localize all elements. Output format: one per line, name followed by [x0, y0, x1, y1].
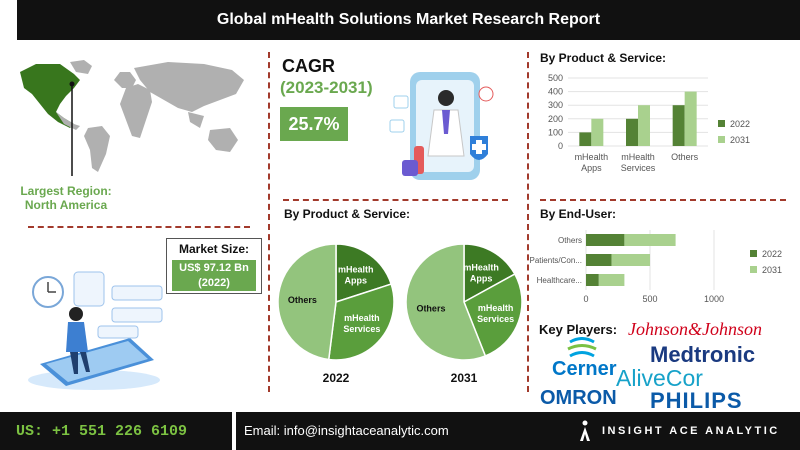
bar-chart-product-service: 0100200300400500mHealthAppsmHealthServic…: [548, 73, 750, 173]
cagr-value: 25.7%: [288, 113, 340, 134]
footer-brand: INSIGHT ACE ANALYTIC: [602, 425, 780, 437]
legend-label: 2031: [762, 265, 782, 275]
bar-2031: [591, 118, 604, 146]
logo-cerner: Cerner: [552, 358, 617, 380]
market-size-year: (2022): [198, 277, 230, 289]
y-tick-label: 400: [548, 87, 563, 97]
bar-2031: [638, 105, 650, 146]
cagr-value-box: 25.7%: [280, 107, 348, 141]
bar-chart-enduser-title: By End-User:: [540, 207, 617, 221]
y-tick-label: 200: [548, 114, 563, 124]
doctor-phone-illustration: [389, 72, 494, 180]
pie-slice-label: Apps: [345, 275, 368, 285]
pie-slice: [327, 283, 395, 361]
pie-slice-label: Apps: [470, 274, 493, 284]
divider-cagr: [283, 199, 508, 201]
legend-swatch-2031: [750, 266, 757, 273]
x-tick-label: Others: [671, 152, 699, 162]
legend-label: 2031: [730, 135, 750, 145]
x-tick-label: Services: [621, 163, 656, 173]
bar-chart-end-user: 0 500 1000 Others Patients/Con... Healthcare.…: [530, 230, 782, 304]
logo-omron: OMRON: [540, 387, 617, 409]
largest-region-label: Largest Region: North America: [10, 184, 122, 212]
market-size-amount: US$ 97.12 Bn: [179, 262, 249, 274]
footer-email[interactable]: Email: info@insightaceanalytic.com: [244, 423, 449, 438]
logo-philips: PHILIPS: [650, 388, 743, 413]
person-with-tablet-illustration: [28, 271, 163, 390]
bar-2031: [684, 91, 697, 146]
key-players-title: Key Players:: [539, 322, 618, 337]
y-tick-label: 300: [548, 100, 563, 110]
x-tick-label: 1000: [704, 294, 724, 304]
bar-2022: [586, 254, 612, 266]
pie-slice-label: Services: [343, 324, 380, 334]
pie-slice-label: mHealth: [338, 264, 374, 274]
pie-charts-product-service: mHealthAppsmHealthServicesOthers2022mHea…: [277, 243, 523, 385]
logo-johnson-johnson: Johnson&Johnson: [628, 319, 762, 339]
divider-charts: [540, 199, 786, 201]
legend-swatch-2022: [750, 250, 757, 257]
report-title-bar: Global mHealth Solutions Market Research…: [17, 0, 800, 40]
market-size-value: US$ 97.12 Bn (2022): [172, 260, 256, 291]
market-size-box: Market Size: US$ 97.12 Bn (2022): [166, 238, 262, 294]
y-tick-label: Patients/Con...: [530, 256, 582, 265]
bar-chart-product-title: By Product & Service:: [540, 51, 667, 65]
bar-2022: [626, 118, 638, 146]
legend-swatch-2031: [718, 136, 725, 143]
bar-2022: [586, 234, 625, 246]
pie-year-label: 2031: [451, 371, 478, 385]
cagr-years: (2023-2031): [280, 78, 373, 97]
legend-label: 2022: [730, 119, 750, 129]
x-tick-label: 500: [642, 294, 657, 304]
pie-slice-label: Others: [416, 303, 445, 313]
y-tick-label: Healthcare...: [537, 276, 582, 285]
x-tick-label: Apps: [581, 163, 602, 173]
pie-slice-label: Services: [477, 314, 514, 324]
pie-slice-label: mHealth: [463, 263, 499, 273]
divider-region: [28, 226, 250, 228]
legend-label: 2022: [762, 249, 782, 259]
pie-slice: [335, 243, 393, 304]
pie-slice: [463, 273, 523, 357]
insight-ace-logo-icon: [580, 420, 590, 441]
divider-right: [527, 52, 529, 392]
x-tick-label: 0: [583, 294, 588, 304]
y-tick-label: 100: [548, 127, 563, 137]
report-title: Global mHealth Solutions Market Research…: [216, 11, 601, 28]
y-tick-label: 0: [558, 141, 563, 151]
pie-year-label: 2022: [323, 371, 350, 385]
market-size-title: Market Size:: [178, 242, 250, 256]
y-tick-label: Others: [558, 236, 582, 245]
y-tick-label: 500: [548, 73, 563, 83]
pie-slice-label: Others: [288, 295, 317, 305]
logo-medtronic: Medtronic: [650, 342, 756, 367]
bar-2022: [586, 274, 599, 286]
bar-2022: [579, 132, 592, 146]
pie-slice-label: mHealth: [478, 303, 514, 313]
logo-alivecor: AliveCor: [616, 365, 703, 391]
region-label-line2: North America: [24, 198, 108, 212]
legend-swatch-2022: [718, 120, 725, 127]
pie-slice-label: mHealth: [344, 313, 380, 323]
bar-2031: [624, 234, 676, 246]
footer-contact-bar: Email: info@insightaceanalytic.com INSIG…: [236, 412, 800, 450]
pie-charts-title: By Product & Service:: [284, 207, 411, 221]
footer-phone[interactable]: US: +1 551 226 6109: [16, 422, 188, 440]
bar-2031: [611, 254, 650, 266]
divider-left: [268, 52, 270, 392]
pie-slice: [277, 243, 337, 361]
world-map: [20, 60, 244, 176]
x-tick-label: mHealth: [575, 152, 609, 162]
pie-slice: [463, 243, 516, 304]
footer-phone-bar: US: +1 551 226 6109: [0, 412, 232, 450]
bar-2022: [672, 105, 685, 146]
pie-slice: [405, 243, 487, 361]
region-label-line1: Largest Region:: [20, 184, 112, 198]
bar-2031: [598, 274, 625, 286]
cagr-title: CAGR: [282, 56, 335, 76]
x-tick-label: mHealth: [621, 152, 655, 162]
cerner-logo-mark: [567, 337, 597, 358]
